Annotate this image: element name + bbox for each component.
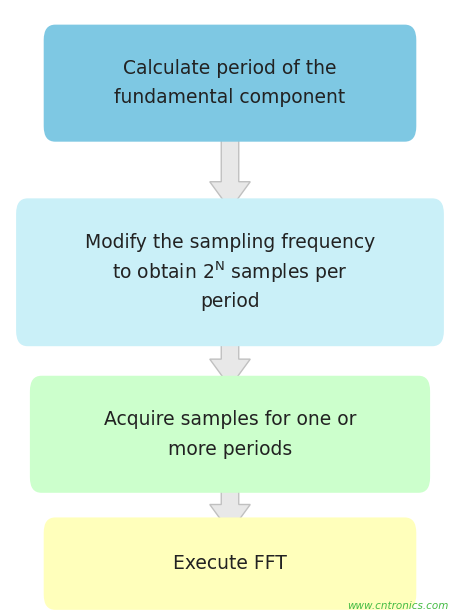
Polygon shape (209, 333, 250, 387)
Text: period: period (200, 293, 259, 311)
Text: Acquire samples for one or: Acquire samples for one or (104, 410, 355, 429)
Text: Modify the sampling frequency: Modify the sampling frequency (85, 233, 374, 252)
FancyBboxPatch shape (44, 517, 415, 610)
Polygon shape (209, 478, 250, 532)
Text: more periods: more periods (168, 440, 291, 458)
Polygon shape (209, 128, 250, 209)
FancyBboxPatch shape (30, 376, 429, 493)
Text: fundamental component: fundamental component (114, 89, 345, 107)
Text: to obtain 2$\mathregular{^N}$ samples per: to obtain 2$\mathregular{^N}$ samples pe… (112, 259, 347, 285)
FancyBboxPatch shape (16, 198, 443, 346)
Text: Calculate period of the: Calculate period of the (123, 59, 336, 78)
Text: www.cntronics.com: www.cntronics.com (347, 601, 448, 611)
FancyBboxPatch shape (44, 25, 415, 142)
Text: Execute FFT: Execute FFT (173, 554, 286, 573)
